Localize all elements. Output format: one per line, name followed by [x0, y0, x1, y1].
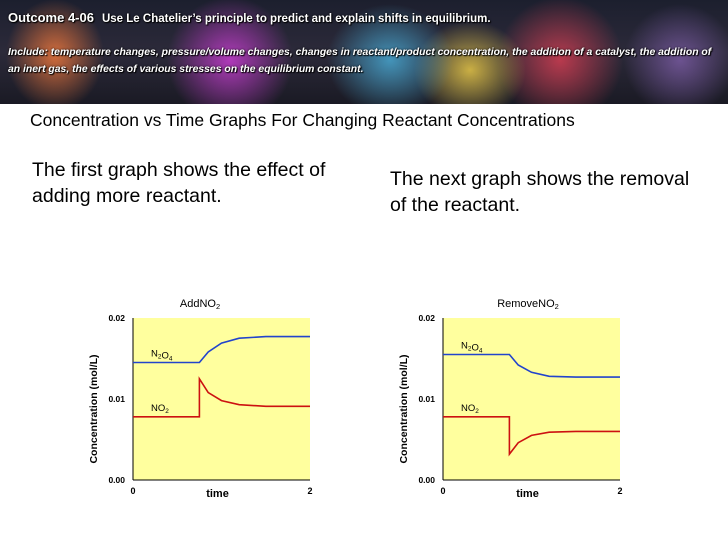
x-tick-label: 0	[440, 486, 445, 496]
y-tick-label: 0.02	[418, 313, 435, 323]
y-tick-label: 0.00	[418, 475, 435, 485]
y-axis-label: Concentration (mol/L)	[88, 354, 100, 463]
plot-area	[443, 318, 620, 480]
series-label-no2: NO2	[461, 403, 479, 415]
y-tick-label: 0.01	[108, 394, 125, 404]
series-label-no2: NO2	[151, 403, 169, 415]
chart-title: RemoveNO2	[497, 298, 559, 311]
series-line-no2	[133, 376, 310, 418]
header-banner: Outcome 4-06 Use Le Chatelier’s principle…	[0, 0, 728, 104]
series-line-no2	[443, 416, 620, 457]
series-label-n2o4: N2O4	[461, 340, 483, 354]
chart-remove-no2: RemoveNO2 0.00 0.01 0.02 0 2 time Concentration…	[398, 298, 623, 500]
y-tick-label: 0.02	[108, 313, 125, 323]
outcome-include-text: Include: temperature changes, pressure/v…	[8, 47, 712, 75]
right-explanation: The next graph shows the removal of the …	[390, 168, 690, 216]
series-label-n2o4: N2O4	[151, 349, 173, 363]
x-axis-label: time	[516, 488, 539, 500]
x-tick-label: 2	[617, 486, 622, 496]
y-axis-label: Concentration (mol/L)	[398, 354, 410, 463]
slide-heading: Concentration vs Time Graphs For Changin…	[30, 110, 575, 130]
chart-add-no2: AddNO2 0.00 0.01 0.02 0 2 time Concentration (m…	[88, 298, 313, 500]
outcome-description: Use Le Chatelier’s principle to predict …	[101, 13, 491, 25]
y-tick-label: 0.01	[418, 394, 435, 404]
outcome-line: Outcome 4-06 Use Le Chatelier’s principle…	[8, 9, 491, 27]
chart-title: AddNO2	[180, 298, 220, 311]
series-line-n2o4	[443, 353, 620, 378]
x-axis-label: time	[206, 488, 229, 500]
x-tick-label: 2	[307, 486, 312, 496]
outcome-label: Outcome 4-06	[8, 10, 94, 25]
y-tick-label: 0.00	[108, 475, 125, 485]
series-line-n2o4	[133, 335, 310, 364]
plot-area	[133, 318, 310, 480]
left-explanation: The first graph shows the effect of addi…	[32, 159, 326, 207]
x-tick-label: 0	[130, 486, 135, 496]
